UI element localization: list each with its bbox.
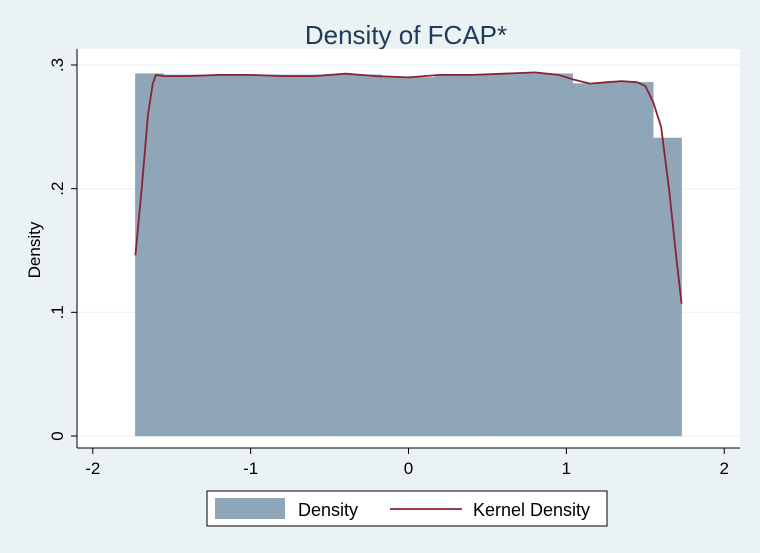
x-tick-label: -2 [85, 459, 100, 478]
y-tick-label: .1 [48, 305, 67, 319]
y-axis-label: Density [25, 221, 44, 278]
x-tick-label: 2 [719, 459, 728, 478]
histogram-bar [599, 82, 654, 437]
legend-density-label: Density [298, 500, 358, 520]
legend-density-swatch [215, 498, 285, 519]
x-axis-ticks: -2 -1 0 1 2 [85, 448, 729, 478]
histogram-bar [435, 74, 491, 437]
histogram-bar [544, 73, 573, 437]
kernel-density-line [134, 71, 683, 304]
histogram-bar [217, 74, 273, 437]
histogram-bar [272, 74, 327, 437]
y-tick-label: .2 [48, 182, 67, 196]
y-tick-label: 0 [48, 431, 67, 440]
histogram-bar [490, 73, 545, 437]
x-tick-label: 0 [404, 459, 413, 478]
x-tick-label: 1 [562, 459, 571, 478]
x-tick-label: -1 [243, 459, 258, 478]
histogram-bar [326, 74, 382, 437]
histogram-bar [163, 74, 218, 437]
chart-title: Density of FCAP* [305, 20, 507, 50]
y-axis-ticks: 0 .1 .2 .3 [48, 58, 77, 441]
histogram-bar [652, 137, 682, 437]
histogram-bar [572, 83, 600, 437]
histogram-bars [135, 73, 682, 437]
histogram-bar [135, 73, 165, 437]
legend-kernel-label: Kernel Density [473, 500, 590, 520]
y-tick-label: .3 [48, 58, 67, 72]
legend: Density Kernel Density [206, 490, 608, 527]
histogram-bar [381, 77, 436, 437]
